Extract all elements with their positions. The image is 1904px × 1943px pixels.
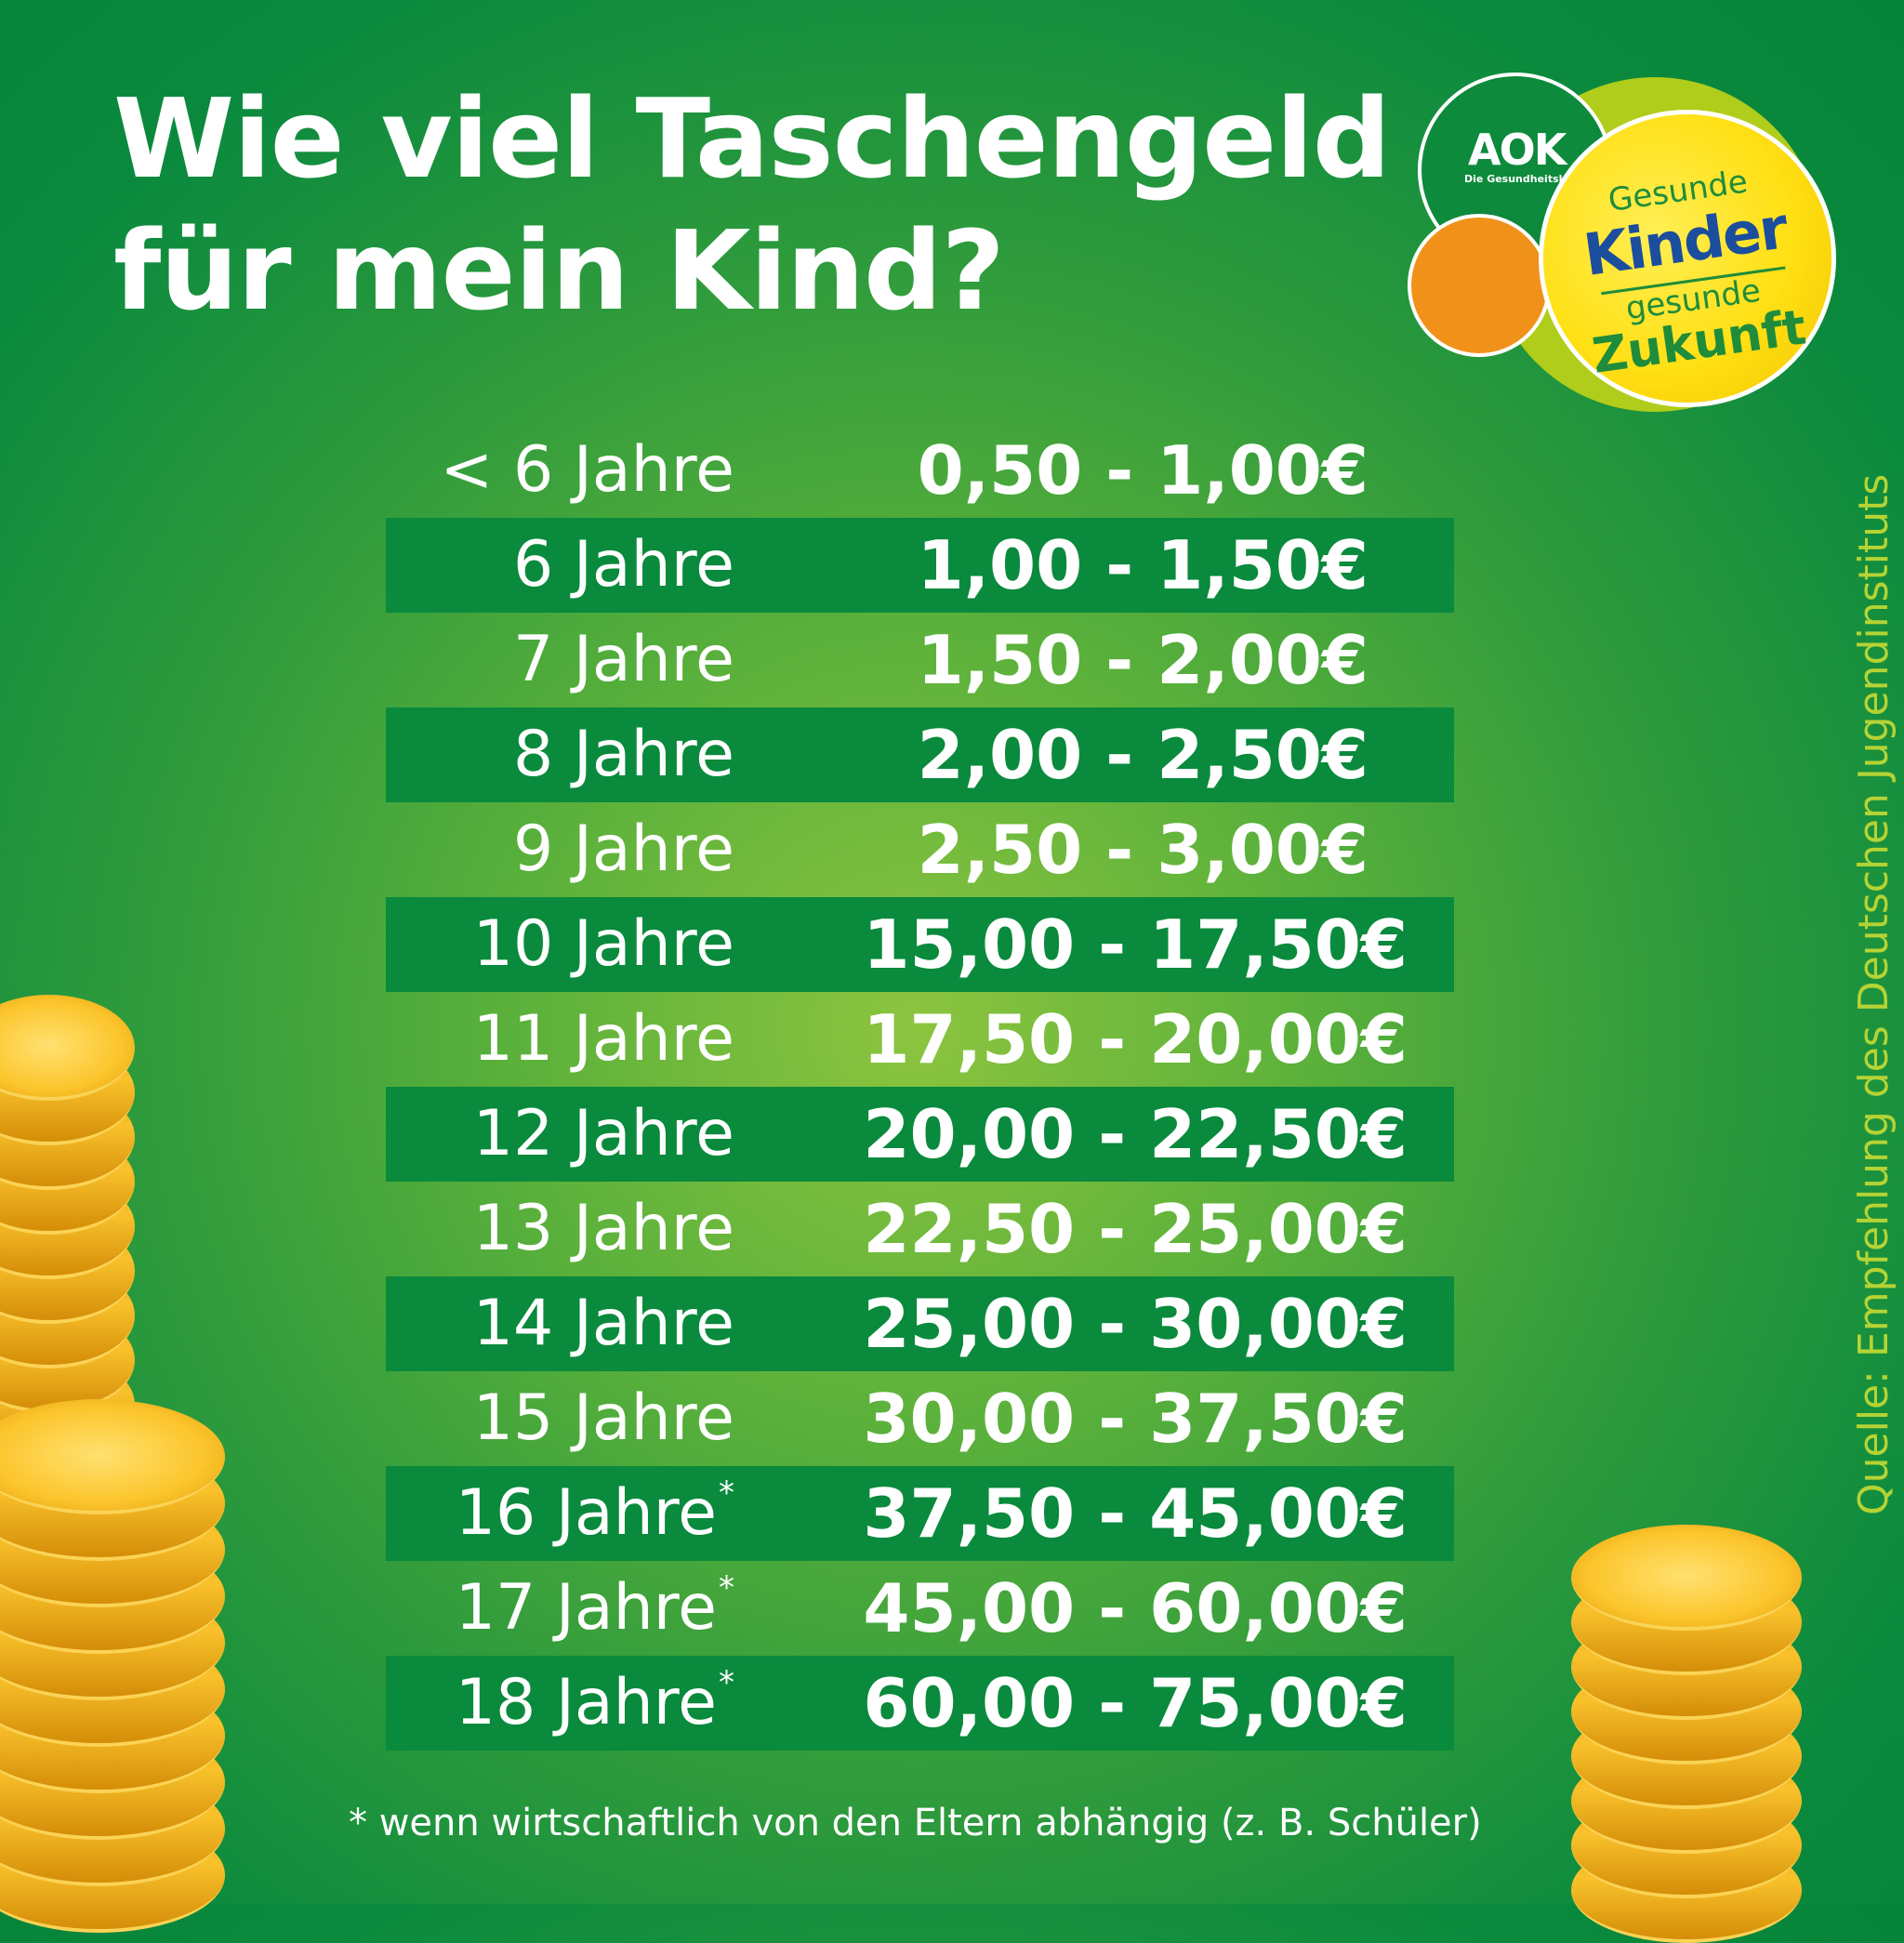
age-label: 18 Jahre* xyxy=(456,1656,734,1751)
table-row: 13 Jahre 22,50 - 25,00€ xyxy=(386,1182,1454,1276)
age-text: 9 Jahre xyxy=(513,813,734,886)
age-label: 11 Jahre xyxy=(473,992,734,1087)
title-line-2: für mein Kind? xyxy=(113,206,1005,335)
age-text: < 6 Jahre xyxy=(440,433,734,507)
age-text: 11 Jahre xyxy=(472,1002,734,1076)
table-row: 9 Jahre 2,50 - 3,00€ xyxy=(386,802,1454,897)
table-row: 8 Jahre 2,00 - 2,50€ xyxy=(386,707,1454,802)
footnote: * wenn wirtschaftlich von den Eltern abh… xyxy=(349,1802,1482,1844)
age-text: 14 Jahre xyxy=(472,1287,734,1360)
age-text: 8 Jahre xyxy=(513,718,734,791)
table-row: 16 Jahre* 37,50 - 45,00€ xyxy=(386,1466,1454,1561)
age-label: 7 Jahre xyxy=(513,613,734,707)
allowance-amount: 1,50 - 2,00€ xyxy=(917,621,1368,699)
footnote-marker: * xyxy=(719,1664,734,1701)
age-text: 6 Jahre xyxy=(513,528,734,601)
age-label: 9 Jahre xyxy=(513,802,734,897)
table-row: 6 Jahre 1,00 - 1,50€ xyxy=(386,518,1454,613)
logo-orange-circle xyxy=(1408,214,1551,357)
coin-stack-right xyxy=(1571,1525,1802,1943)
allowance-amount: 15,00 - 17,50€ xyxy=(863,905,1408,984)
age-label: 10 Jahre xyxy=(473,897,734,992)
page-title: Wie viel Taschengeld für mein Kind? xyxy=(113,73,1391,337)
age-text: 15 Jahre xyxy=(472,1381,734,1455)
table-row: 11 Jahre 17,50 - 20,00€ xyxy=(386,992,1454,1087)
table-row: 7 Jahre 1,50 - 2,00€ xyxy=(386,613,1454,707)
age-text: 13 Jahre xyxy=(472,1192,734,1265)
allowance-amount: 2,00 - 2,50€ xyxy=(917,716,1368,794)
allowance-amount: 22,50 - 25,00€ xyxy=(863,1190,1408,1268)
aok-logo: AOK Die Gesundheitskasse. Gesunde Kinder… xyxy=(1399,73,1864,427)
coin-stack-left-front xyxy=(0,1399,225,1933)
coin-icon xyxy=(1571,1525,1802,1631)
allowance-amount: 0,50 - 1,00€ xyxy=(917,431,1368,509)
footnote-marker: * xyxy=(719,1474,734,1512)
allowance-amount: 25,00 - 30,00€ xyxy=(863,1285,1408,1363)
title-line-1: Wie viel Taschengeld xyxy=(113,74,1391,203)
allowance-amount: 30,00 - 37,50€ xyxy=(863,1380,1408,1458)
coin-icon xyxy=(0,1399,225,1514)
age-text: 17 Jahre xyxy=(455,1571,717,1645)
age-label: 17 Jahre* xyxy=(456,1561,734,1656)
age-text: 12 Jahre xyxy=(472,1097,734,1170)
table-row: 18 Jahre* 60,00 - 75,00€ xyxy=(386,1656,1454,1751)
footnote-marker: * xyxy=(719,1569,734,1606)
allowance-amount: 45,00 - 60,00€ xyxy=(863,1569,1408,1647)
age-label: 15 Jahre xyxy=(473,1371,734,1466)
allowance-amount: 60,00 - 75,00€ xyxy=(863,1664,1408,1742)
age-label: 8 Jahre xyxy=(513,707,734,802)
age-label: 14 Jahre xyxy=(473,1276,734,1371)
table-row: 12 Jahre 20,00 - 22,50€ xyxy=(386,1087,1454,1182)
table-row: 14 Jahre 25,00 - 30,00€ xyxy=(386,1276,1454,1371)
allowance-amount: 17,50 - 20,00€ xyxy=(863,1000,1408,1078)
allowance-amount: 37,50 - 45,00€ xyxy=(863,1474,1408,1553)
allowance-amount: 20,00 - 22,50€ xyxy=(863,1095,1408,1173)
source-credit: Quelle: Empfehlung des Deutschen Jugendi… xyxy=(1850,473,1897,1515)
aok-brand: AOK xyxy=(1468,125,1567,175)
table-row: 15 Jahre 30,00 - 37,50€ xyxy=(386,1371,1454,1466)
table-row: < 6 Jahre 0,50 - 1,00€ xyxy=(386,423,1454,518)
age-label: 13 Jahre xyxy=(473,1182,734,1276)
allowance-table: < 6 Jahre 0,50 - 1,00€ 6 Jahre 1,00 - 1,50€… xyxy=(386,423,1454,1751)
age-text: 10 Jahre xyxy=(472,907,734,981)
age-text: 16 Jahre xyxy=(455,1476,717,1550)
age-label: 12 Jahre xyxy=(473,1087,734,1182)
age-text: 7 Jahre xyxy=(513,623,734,696)
table-row: 17 Jahre* 45,00 - 60,00€ xyxy=(386,1561,1454,1656)
age-label: 6 Jahre xyxy=(513,518,734,613)
table-row: 10 Jahre 15,00 - 17,50€ xyxy=(386,897,1454,992)
allowance-amount: 1,00 - 1,50€ xyxy=(917,526,1368,604)
allowance-amount: 2,50 - 3,00€ xyxy=(917,811,1368,889)
coin-icon xyxy=(0,995,135,1101)
age-label: 16 Jahre* xyxy=(456,1466,734,1561)
age-text: 18 Jahre xyxy=(455,1666,717,1739)
age-label: < 6 Jahre xyxy=(440,423,734,518)
